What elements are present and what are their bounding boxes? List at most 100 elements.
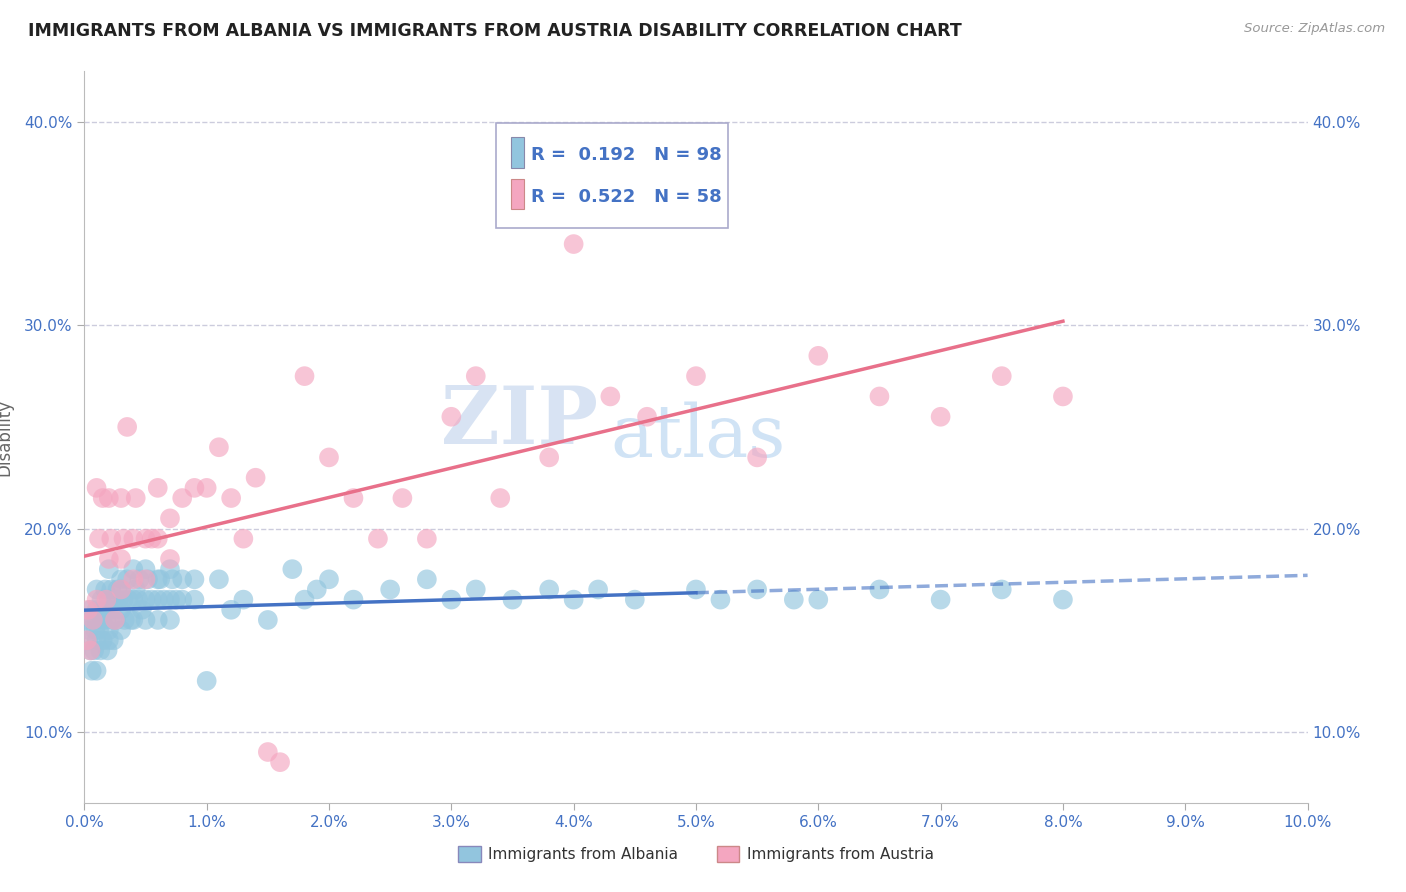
Point	[159, 511, 181, 525]
Point	[599, 389, 621, 403]
Point	[86, 582, 108, 597]
Point	[110, 572, 132, 586]
Point	[117, 592, 139, 607]
Point	[183, 572, 205, 586]
Point	[685, 582, 707, 597]
Point	[98, 603, 121, 617]
Y-axis label: Disability: Disability	[0, 399, 13, 475]
Point	[77, 623, 100, 637]
Point	[146, 572, 169, 586]
Point	[869, 389, 891, 403]
Point	[79, 643, 101, 657]
Text: IMMIGRANTS FROM ALBANIA VS IMMIGRANTS FROM AUSTRIA DISABILITY CORRELATION CHART: IMMIGRANTS FROM ALBANIA VS IMMIGRANTS FR…	[28, 22, 962, 40]
Point	[135, 613, 157, 627]
Point	[86, 592, 108, 607]
Point	[120, 613, 142, 627]
Legend: Immigrants from Albania, Immigrants from Austria: Immigrants from Albania, Immigrants from…	[451, 840, 941, 868]
Text: R =  0.192   N = 98: R = 0.192 N = 98	[531, 145, 721, 163]
Point	[502, 592, 524, 607]
Point	[807, 349, 830, 363]
Point	[195, 673, 218, 688]
Point	[159, 552, 181, 566]
Point	[342, 491, 364, 505]
Point	[709, 592, 731, 607]
Point	[110, 582, 132, 597]
Point	[79, 603, 101, 617]
Point	[135, 562, 157, 576]
Point	[97, 562, 120, 576]
Point	[747, 582, 769, 597]
Point	[146, 532, 169, 546]
Point	[86, 633, 108, 648]
Point	[141, 532, 163, 546]
Point	[440, 592, 463, 607]
Point	[104, 613, 127, 627]
Point	[146, 613, 169, 627]
Point	[105, 582, 128, 597]
Point	[135, 532, 157, 546]
Point	[100, 582, 122, 597]
Point	[294, 369, 316, 384]
Point	[90, 592, 112, 607]
Point	[269, 755, 291, 769]
Point	[87, 623, 110, 637]
Point	[513, 176, 536, 190]
Point	[100, 532, 122, 546]
Point	[107, 592, 129, 607]
Point	[281, 562, 304, 576]
Point	[101, 613, 124, 627]
Point	[94, 582, 117, 597]
Point	[149, 572, 172, 586]
Point	[195, 481, 218, 495]
Point	[105, 613, 128, 627]
Point	[208, 440, 231, 454]
Point	[305, 582, 328, 597]
Point	[232, 532, 254, 546]
Point	[208, 572, 231, 586]
Point	[783, 592, 806, 607]
Point	[127, 592, 149, 607]
Point	[91, 613, 114, 627]
Point	[159, 613, 181, 627]
Point	[76, 613, 98, 627]
Point	[115, 420, 138, 434]
Point	[86, 603, 108, 617]
Point	[86, 664, 108, 678]
Point	[87, 532, 110, 546]
Point	[83, 643, 105, 657]
Point	[929, 409, 952, 424]
Point	[159, 592, 181, 607]
Point	[562, 592, 585, 607]
Point	[135, 592, 157, 607]
Point	[110, 491, 132, 505]
Point	[685, 369, 707, 384]
Point	[416, 532, 439, 546]
Point	[380, 582, 402, 597]
Point	[110, 552, 132, 566]
Point	[991, 369, 1014, 384]
Point	[807, 592, 830, 607]
Point	[80, 664, 103, 678]
Point	[257, 745, 280, 759]
Point	[84, 623, 107, 637]
Point	[97, 552, 120, 566]
Point	[96, 592, 118, 607]
Point	[294, 592, 316, 607]
Point	[183, 481, 205, 495]
Point	[77, 603, 100, 617]
Point	[79, 643, 101, 657]
Point	[97, 592, 120, 607]
Point	[440, 409, 463, 424]
Point	[586, 582, 609, 597]
Point	[122, 613, 145, 627]
Point	[991, 582, 1014, 597]
Point	[77, 633, 100, 648]
Point	[172, 491, 194, 505]
Point	[110, 582, 132, 597]
Point	[125, 582, 148, 597]
Point	[538, 450, 561, 465]
Text: Source: ZipAtlas.com: Source: ZipAtlas.com	[1244, 22, 1385, 36]
Point	[232, 592, 254, 607]
Point	[562, 237, 585, 252]
Point	[91, 491, 114, 505]
